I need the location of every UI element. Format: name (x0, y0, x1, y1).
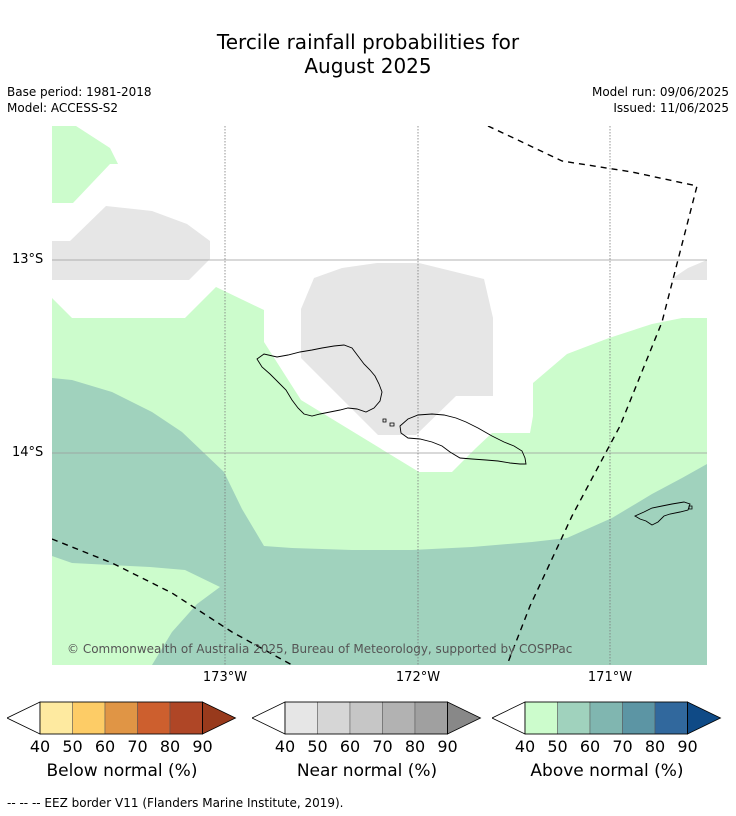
near-40-region-north (52, 206, 210, 280)
colorbar-under-arrow (251, 701, 286, 735)
near-40-region-east (670, 260, 707, 280)
base-period: Base period: 1981-2018 (7, 85, 152, 99)
legend-below-normal: 40 50 60 70 80 90 (6, 700, 237, 760)
colorbar-tick-label: 40 (515, 737, 535, 756)
colorbar-segment (589, 701, 623, 735)
colorbar-tick-label: 50 (307, 737, 327, 756)
colorbar-segment (622, 701, 656, 735)
colorbar-outline (524, 701, 688, 735)
colorbar-tick-label: 40 (30, 737, 50, 756)
colorbar-over-arrow (687, 701, 722, 735)
lat-label-13s: 13°S (12, 252, 44, 267)
meta-right: Model run: 09/06/2025 Issued: 11/06/2025 (592, 84, 729, 116)
legend-near-title: Near normal (%) (296, 761, 438, 781)
colorbar-tick-label: 80 (645, 737, 665, 756)
colorbar-tick-label: 80 (160, 737, 180, 756)
colorbar-segment (557, 701, 591, 735)
model-run: Model run: 09/06/2025 (591, 85, 729, 99)
lat-label-14s: 14°S (12, 445, 44, 460)
colorbar-outline (284, 701, 448, 735)
map-title: Tercile rainfall probabilities for Augus… (0, 30, 736, 78)
map-svg: © Commonwealth of Australia 2025, Bureau… (52, 126, 707, 665)
apolima-coastline (389, 422, 395, 427)
colorbar-tick-label: 50 (62, 737, 82, 756)
legend-near-normal: 40 50 60 70 80 90 (251, 700, 482, 760)
legend-near-colorbar: 40 50 60 70 80 90 (251, 701, 482, 756)
legend-above-colorbar: 40 50 60 70 80 90 (491, 701, 722, 756)
above-50-region (52, 378, 707, 665)
colorbar-tick-label: 60 (95, 737, 115, 756)
legend-below-title: Below normal (%) (46, 761, 198, 781)
colorbar-tick-label: 70 (372, 737, 392, 756)
colorbar-under-arrow (6, 701, 41, 735)
colorbar-tick-label: 60 (580, 737, 600, 756)
meta-left: Base period: 1981-2018 Model: ACCESS-S2 (7, 84, 152, 116)
colorbar-tick-label: 70 (612, 737, 632, 756)
colorbar-over-arrow (447, 701, 482, 735)
legend-above-title: Above normal (%) (530, 761, 684, 781)
colorbar-segment (169, 701, 203, 735)
legend-below-colorbar: 40 50 60 70 80 90 (6, 701, 237, 756)
colorbar-tick-label: 90 (677, 737, 697, 756)
lon-label-173w: 173°W (202, 670, 248, 685)
eez-border-east (487, 126, 698, 665)
colorbar-segment (524, 701, 558, 735)
colorbar-tick-label: 90 (192, 737, 212, 756)
legend-above-normal: 40 50 60 70 80 90 (491, 700, 722, 760)
colorbar-tick-label: 40 (275, 737, 295, 756)
savaii-coastline (256, 344, 383, 417)
colorbar-over-arrow (202, 701, 237, 735)
colorbar-segment (104, 701, 138, 735)
model-name: Model: ACCESS-S2 (7, 101, 119, 115)
upolu-coastline (399, 413, 527, 465)
colorbar-tick-label: 50 (547, 737, 567, 756)
issued-date: Issued: 11/06/2025 (613, 101, 729, 115)
colorbar-segment (414, 701, 448, 735)
lon-label-171w: 171°W (587, 670, 633, 685)
title-line-1: Tercile rainfall probabilities for (216, 30, 520, 54)
near-40-region-center (301, 263, 493, 435)
colorbar-segment (317, 701, 351, 735)
copyright-text: © Commonwealth of Australia 2025, Bureau… (67, 642, 572, 656)
lon-label-172w: 172°W (395, 670, 441, 685)
title-line-2: August 2025 (304, 54, 432, 78)
colorbar-tick-label: 90 (437, 737, 457, 756)
manono-coastline (382, 418, 387, 423)
colorbar-segment (39, 701, 73, 735)
colorbar-tick-label: 80 (405, 737, 425, 756)
colorbar-tick-label: 70 (127, 737, 147, 756)
colorbar-segment (137, 701, 171, 735)
colorbar-segment (72, 701, 106, 735)
colorbar-segment (654, 701, 688, 735)
aunuu-coastline (688, 505, 693, 510)
colorbar-tick-label: 60 (340, 737, 360, 756)
above-40-region-west-top (52, 126, 118, 203)
colorbar-under-arrow (491, 701, 526, 735)
tutuila-coastline (634, 501, 691, 526)
colorbar-segment (349, 701, 383, 735)
colorbar-outline (39, 701, 203, 735)
colorbar-segment (284, 701, 318, 735)
map-panel[interactable]: © Commonwealth of Australia 2025, Bureau… (52, 126, 707, 665)
eez-footnote: -- -- -- EEZ border V11 (Flanders Marine… (7, 796, 344, 810)
colorbar-segment (382, 701, 416, 735)
